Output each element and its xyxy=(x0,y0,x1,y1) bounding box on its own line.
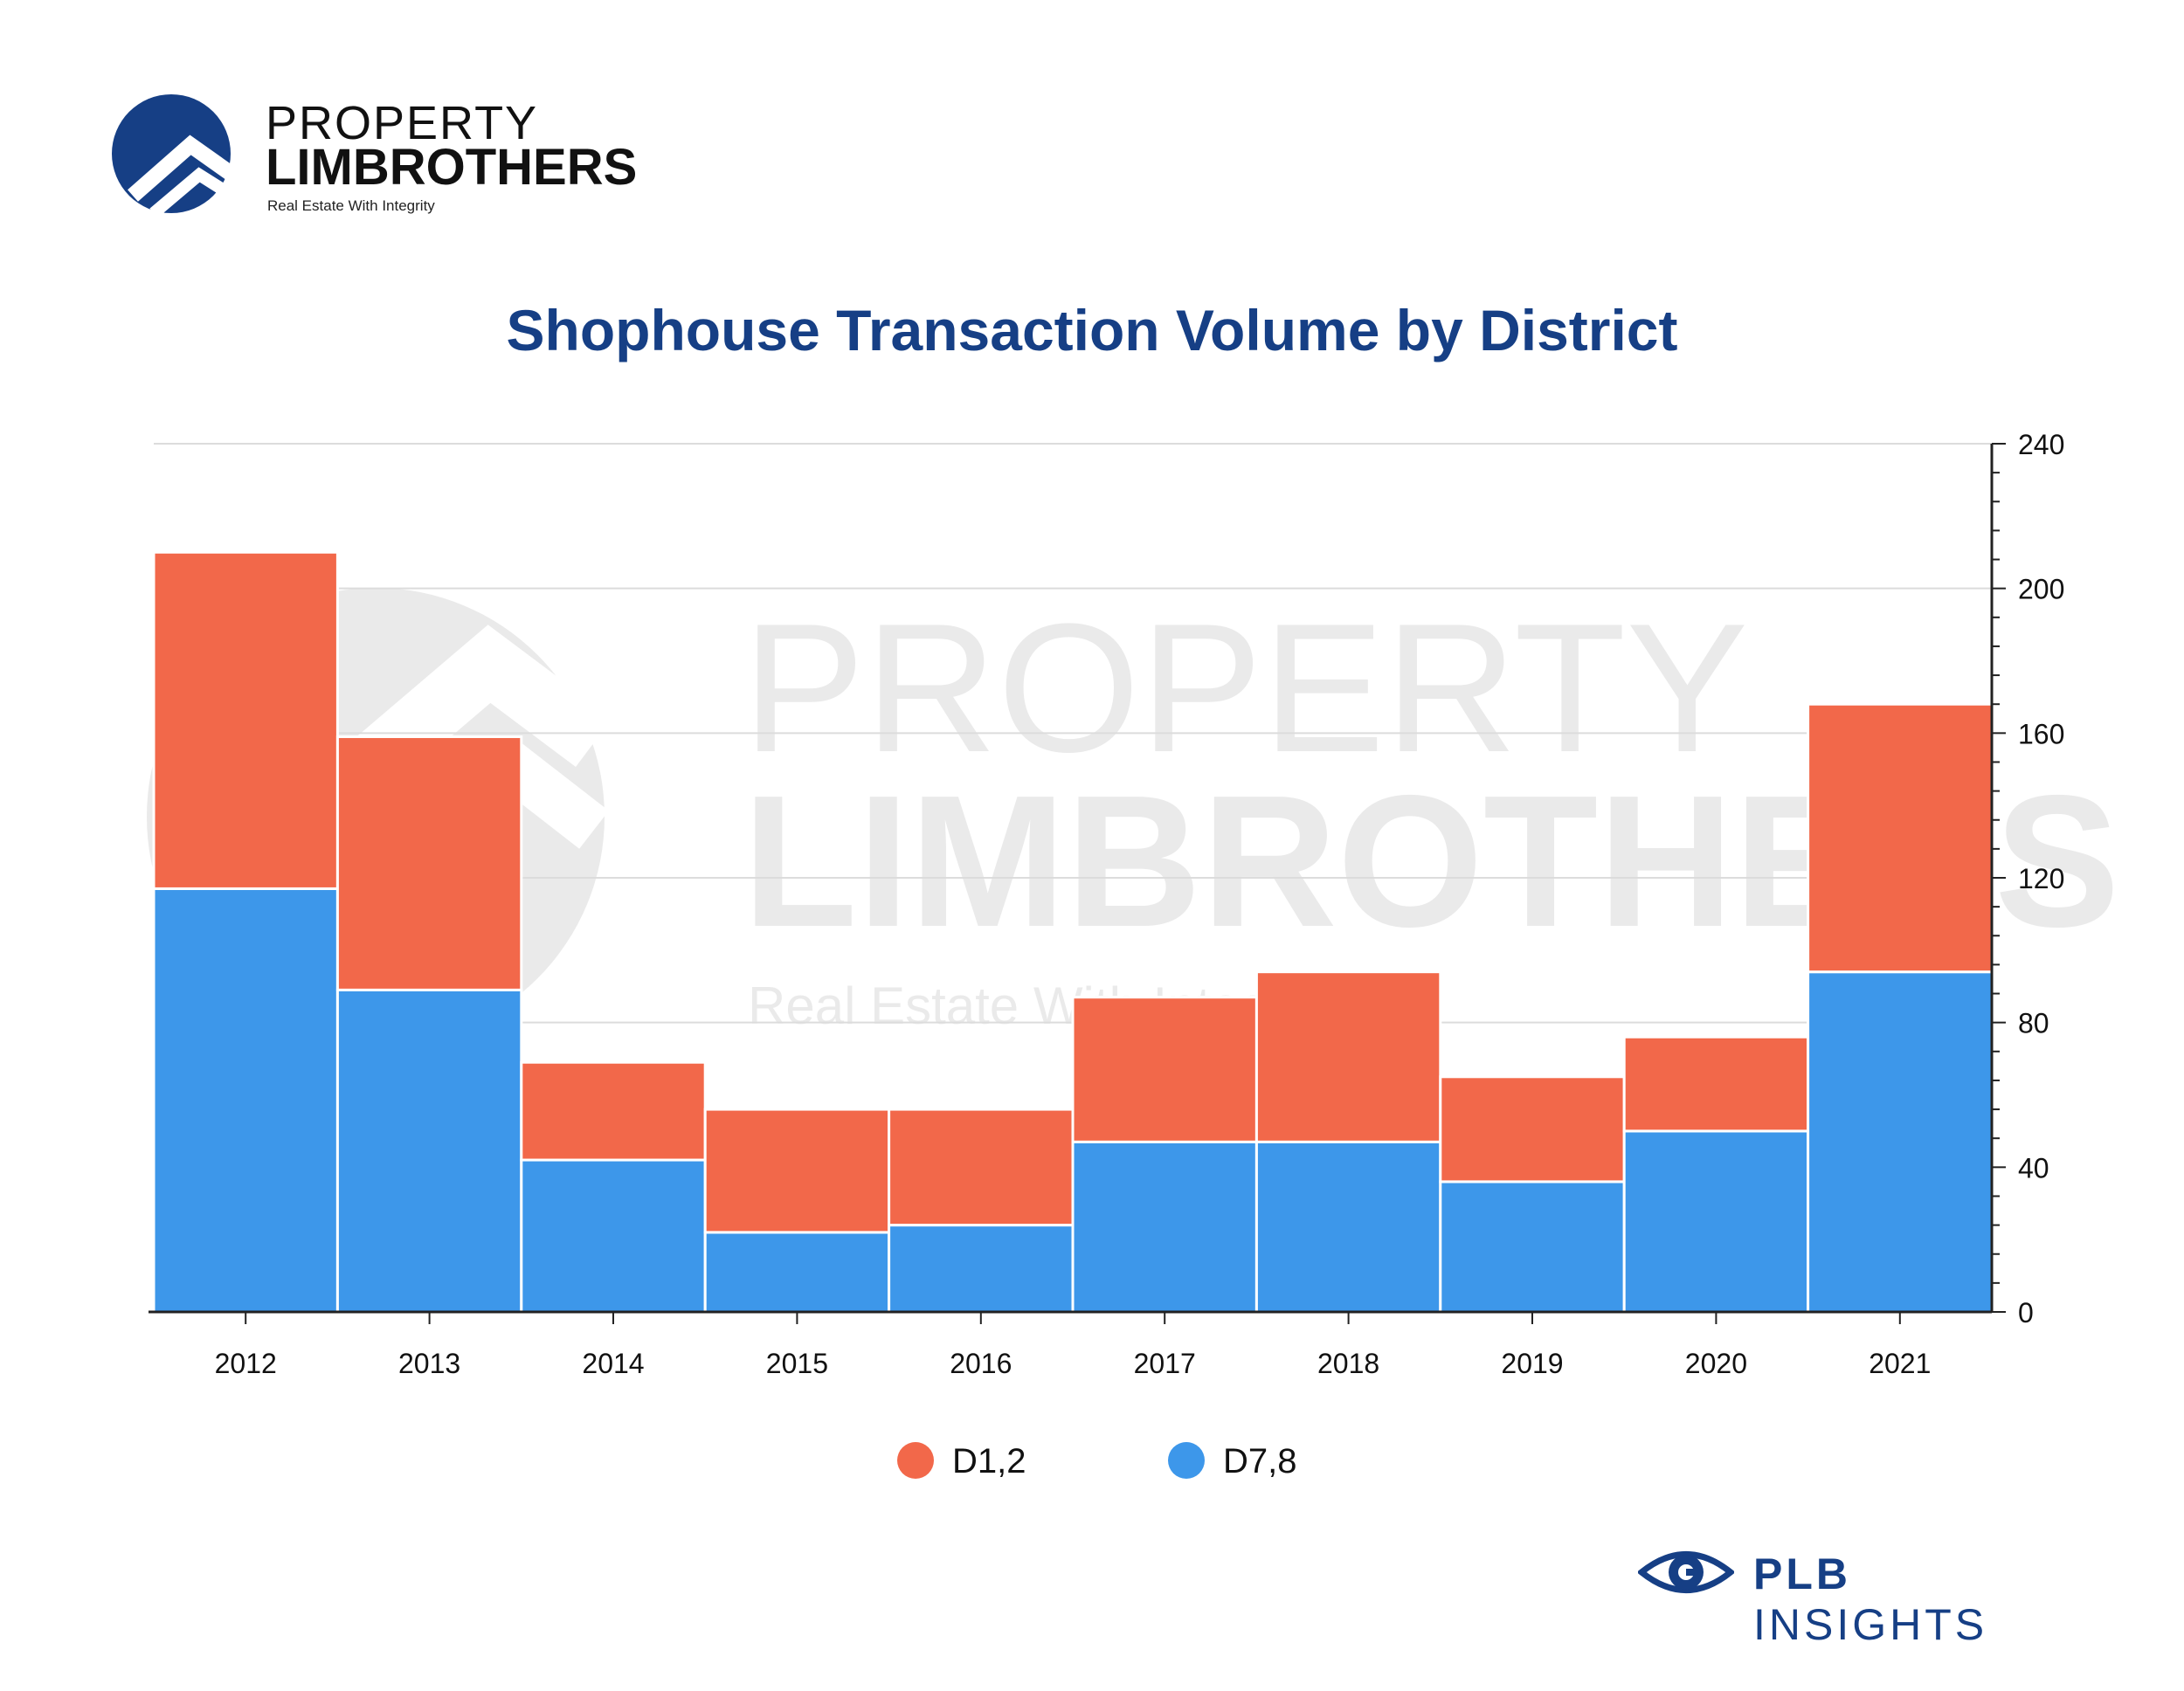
footer-brand-bold: PLB xyxy=(1753,1550,1851,1598)
brand-logo: PROPERTY LIMBROTHERS Real Estate With In… xyxy=(110,91,638,222)
y-tick-label: 40 xyxy=(2018,1152,2049,1184)
y-tick-label: 120 xyxy=(2018,863,2064,894)
bar-segment xyxy=(335,988,523,1314)
x-tick-label: 2018 xyxy=(1317,1348,1379,1379)
x-tick-label: 2012 xyxy=(215,1348,277,1379)
eye-icon xyxy=(1638,1551,1734,1593)
watermark-line1: PROPERTY xyxy=(743,585,1748,790)
y-tick-label: 80 xyxy=(2018,1008,2049,1039)
y-tick-label: 240 xyxy=(2018,429,2064,460)
bar-segment xyxy=(1622,1129,1810,1314)
chart-title: Shophouse Transaction Volume by District xyxy=(506,298,1678,362)
bar-segment xyxy=(1071,996,1258,1143)
x-tick-label: 2013 xyxy=(398,1348,460,1379)
legend-label: D7,8 xyxy=(1223,1442,1297,1480)
bar-segment xyxy=(888,1224,1075,1314)
x-tick-label: 2020 xyxy=(1685,1348,1747,1379)
bar-segment xyxy=(520,1158,707,1314)
bar-segment xyxy=(1807,702,1994,974)
brand-name-line1: PROPERTY xyxy=(266,97,539,149)
y-tick-label: 160 xyxy=(2018,718,2064,749)
bar-segment xyxy=(703,1231,891,1314)
legend-swatch xyxy=(897,1442,934,1479)
bars xyxy=(152,550,1994,1314)
brand-logo-icon xyxy=(112,94,238,218)
bar-segment xyxy=(1439,1075,1626,1184)
bar-segment xyxy=(152,887,339,1314)
bar-segment xyxy=(1439,1180,1626,1314)
brand-tagline: Real Estate With Integrity xyxy=(267,197,435,214)
axes: 0 40 80 120 160 200 240 2012 2013 2014 2015 2016 201… xyxy=(149,429,2064,1379)
x-tick-label: 2021 xyxy=(1869,1348,1931,1379)
x-tick-label: 2016 xyxy=(950,1348,1012,1379)
legend-label: D1,2 xyxy=(952,1442,1026,1480)
bar-segment xyxy=(1622,1035,1810,1133)
x-tick-label: 2015 xyxy=(766,1348,828,1379)
bar-segment xyxy=(1254,1140,1442,1314)
bar-segment xyxy=(1807,970,1994,1314)
brand-name-line2: LIMBROTHERS xyxy=(266,139,638,196)
y-tick-label: 200 xyxy=(2018,574,2064,605)
bar-segment xyxy=(1071,1140,1258,1314)
bar-segment xyxy=(1254,970,1442,1143)
x-tick-label: 2019 xyxy=(1501,1348,1563,1379)
footer-brand-text: PLB INSIGHTS xyxy=(1753,1549,2092,1650)
legend-swatch xyxy=(1168,1442,1205,1479)
legend: D1,2 D7,8 xyxy=(897,1442,1297,1480)
bar-segment xyxy=(335,735,523,991)
bar-segment xyxy=(152,550,339,890)
bar-segment xyxy=(520,1060,707,1162)
y-tick-label: 0 xyxy=(2018,1297,2034,1329)
bar-segment xyxy=(888,1108,1075,1227)
x-tick-label: 2014 xyxy=(582,1348,644,1379)
x-tick-label: 2017 xyxy=(1134,1348,1196,1379)
bar-segment xyxy=(703,1108,891,1234)
footer-brand: PLB INSIGHTS xyxy=(1638,1542,2092,1649)
footer-brand-rest: INSIGHTS xyxy=(1753,1600,1988,1649)
